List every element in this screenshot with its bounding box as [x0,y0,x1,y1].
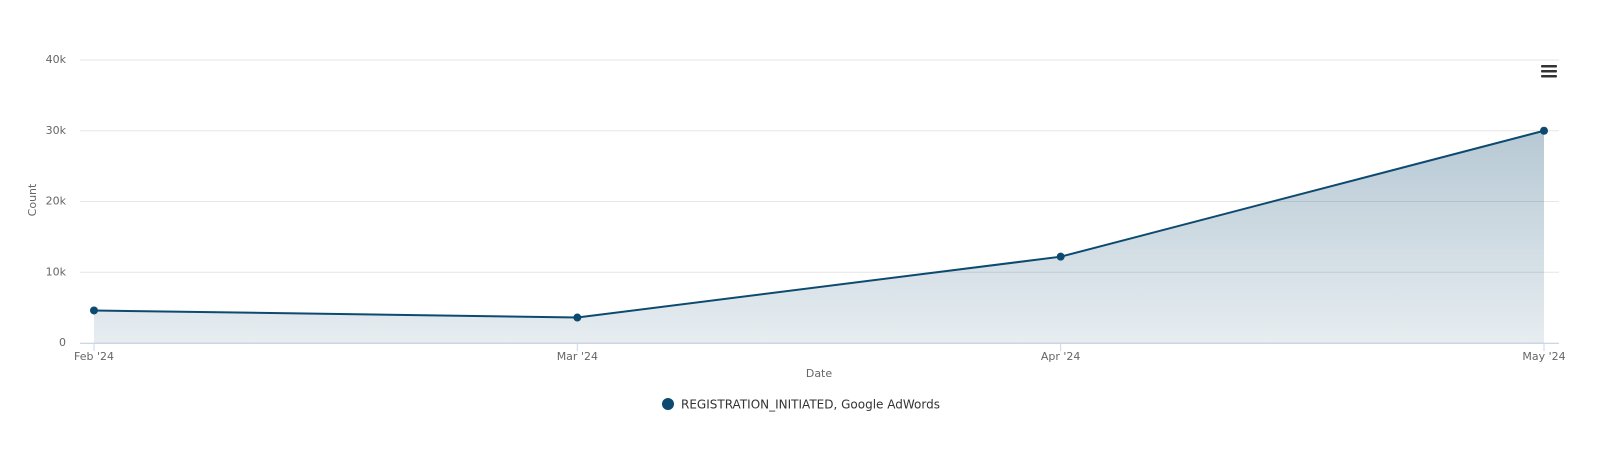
y-tick-label: 20k [46,195,67,208]
x-tick-label: Mar '24 [557,350,598,363]
data-point [90,306,98,315]
y-tick-label: 0 [59,336,66,349]
x-tick-label: May '24 [1522,350,1565,363]
area-fill [94,130,1544,343]
x-tick-label: Feb '24 [74,350,114,363]
x-axis-title: Date [806,367,833,380]
menu-button[interactable] [1541,65,1557,78]
legend-marker [662,398,674,410]
y-tick-label: 30k [46,124,67,137]
y-tick-label: 40k [46,53,67,66]
legend-text[interactable]: REGISTRATION_INITIATED, Google AdWords [681,398,940,412]
data-point [1056,252,1065,261]
series-line [93,129,1545,319]
y-axis-title: Count [26,183,39,216]
x-tick-label: Apr '24 [1041,350,1081,363]
y-tick-label: 10k [46,265,67,278]
data-point [1540,126,1548,135]
data-point [573,313,582,322]
